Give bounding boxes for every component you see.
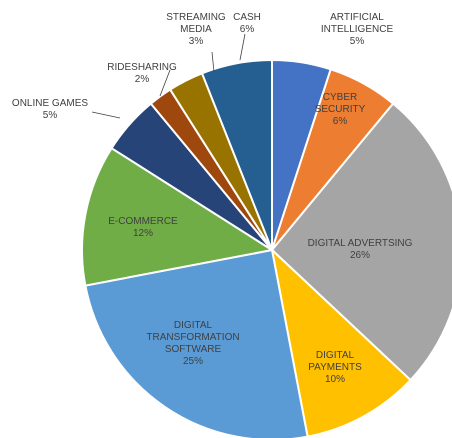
slice-label: DIGITAL ADVERTSING	[308, 238, 413, 249]
slice-label: ARTIFICIAL INTELLIGENCE	[321, 12, 394, 35]
leader-line	[159, 69, 171, 97]
pie-slice	[84, 248, 309, 438]
leader-line	[211, 51, 215, 73]
label-line: SOFTWARE	[165, 344, 222, 355]
value-label: 26%	[350, 250, 370, 261]
label-line: SECURITY	[315, 104, 366, 115]
label-line: INTELLIGENCE	[321, 24, 394, 35]
label-line: CASH	[233, 12, 261, 23]
value-label: 10%	[325, 374, 345, 385]
pie-slice	[81, 146, 275, 287]
slice-label: DIGITAL PAYMENTS	[308, 350, 362, 373]
label-line: MEDIA	[180, 24, 212, 35]
label-line: STREAMING	[166, 12, 226, 23]
leader-line	[239, 33, 246, 61]
slice-label: DIGITAL TRANSFORMATION SOFTWARE	[146, 320, 239, 355]
slice-label: ONLINE GAMES	[12, 98, 88, 109]
value-label: 6%	[333, 116, 348, 127]
pie-slice	[270, 247, 412, 438]
value-label: 2%	[135, 74, 150, 85]
pie-slice	[200, 58, 273, 251]
value-label: 12%	[133, 228, 153, 239]
label-line: DIGITAL	[174, 320, 213, 331]
slice-label: CYBER SECURITY	[315, 92, 366, 115]
leader-line	[91, 111, 121, 119]
label-line: DIGITAL ADVERTSING	[308, 238, 413, 249]
label-line: E-COMMERCE	[108, 216, 178, 227]
label-line: PAYMENTS	[308, 362, 362, 373]
slice-label: RIDESHARING	[107, 62, 177, 73]
value-label: 3%	[189, 36, 204, 47]
label-line: DIGITAL	[316, 350, 355, 361]
slice-label: STREAMING MEDIA	[166, 12, 226, 35]
slice-label: E-COMMERCE	[108, 216, 178, 227]
value-label: 5%	[350, 36, 365, 47]
label-line: RIDESHARING	[107, 62, 177, 73]
label-line: ARTIFICIAL	[330, 12, 384, 23]
value-label: 6%	[240, 24, 255, 35]
label-line: CYBER	[323, 92, 357, 103]
pie-slice	[270, 102, 452, 382]
label-line: ONLINE GAMES	[12, 98, 88, 109]
value-label: 25%	[183, 356, 203, 367]
value-label: 5%	[43, 110, 58, 121]
slice-label: CASH	[233, 12, 261, 23]
label-line: TRANSFORMATION	[146, 332, 239, 343]
